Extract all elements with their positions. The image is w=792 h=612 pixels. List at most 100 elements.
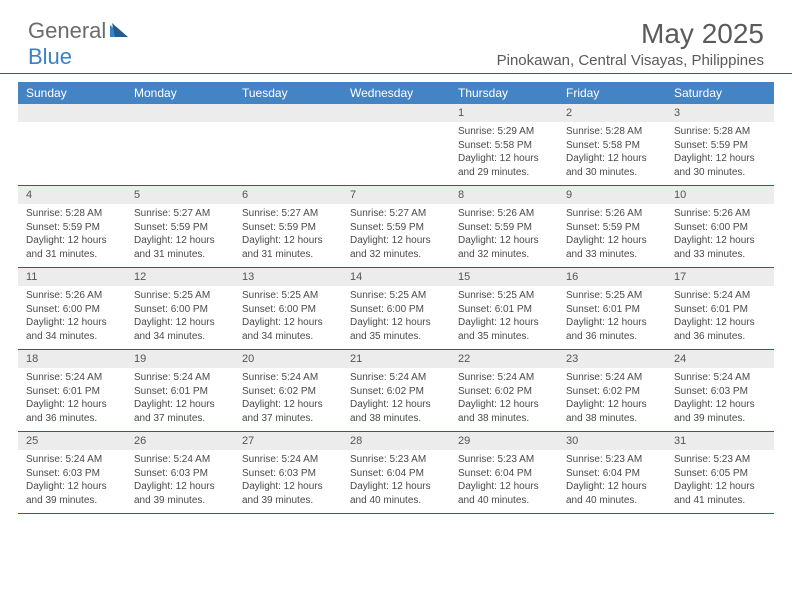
day-details: Sunrise: 5:24 AM Sunset: 6:03 PM Dayligh… [234,450,342,513]
day-details: Sunrise: 5:26 AM Sunset: 5:59 PM Dayligh… [558,204,666,267]
day-number: 8 [450,186,558,204]
logo-triangle-icon [110,21,132,42]
day-header-wed: Wednesday [342,82,450,104]
day-details: Sunrise: 5:29 AM Sunset: 5:58 PM Dayligh… [450,122,558,185]
day-details [234,122,342,185]
day-details: Sunrise: 5:24 AM Sunset: 6:01 PM Dayligh… [666,286,774,349]
day-details: Sunrise: 5:24 AM Sunset: 6:02 PM Dayligh… [342,368,450,431]
day-details: Sunrise: 5:27 AM Sunset: 5:59 PM Dayligh… [342,204,450,267]
day-number: 3 [666,104,774,122]
logo: General [28,18,134,44]
day-number [234,104,342,122]
day-number: 26 [126,432,234,450]
day-number: 31 [666,432,774,450]
day-number: 24 [666,350,774,368]
day-number: 25 [18,432,126,450]
day-details: Sunrise: 5:26 AM Sunset: 5:59 PM Dayligh… [450,204,558,267]
week-block: 45678910Sunrise: 5:28 AM Sunset: 5:59 PM… [18,186,774,268]
details-row: Sunrise: 5:26 AM Sunset: 6:00 PM Dayligh… [18,286,774,349]
daynum-row: 123 [18,104,774,122]
day-number: 18 [18,350,126,368]
day-details: Sunrise: 5:25 AM Sunset: 6:00 PM Dayligh… [234,286,342,349]
day-details: Sunrise: 5:25 AM Sunset: 6:01 PM Dayligh… [558,286,666,349]
week-block: 123Sunrise: 5:29 AM Sunset: 5:58 PM Dayl… [18,104,774,186]
day-number: 9 [558,186,666,204]
day-number: 4 [18,186,126,204]
details-row: Sunrise: 5:24 AM Sunset: 6:01 PM Dayligh… [18,368,774,431]
day-number: 23 [558,350,666,368]
day-details: Sunrise: 5:26 AM Sunset: 6:00 PM Dayligh… [18,286,126,349]
day-details: Sunrise: 5:28 AM Sunset: 5:59 PM Dayligh… [18,204,126,267]
daynum-row: 45678910 [18,186,774,204]
day-header-mon: Monday [126,82,234,104]
day-header-thu: Thursday [450,82,558,104]
daynum-row: 25262728293031 [18,432,774,450]
day-number: 22 [450,350,558,368]
logo-text-general: General [28,18,106,44]
day-details: Sunrise: 5:27 AM Sunset: 5:59 PM Dayligh… [234,204,342,267]
logo-text-blue: Blue [28,44,72,69]
day-number: 5 [126,186,234,204]
day-details: Sunrise: 5:26 AM Sunset: 6:00 PM Dayligh… [666,204,774,267]
day-number: 10 [666,186,774,204]
day-number: 27 [234,432,342,450]
day-details: Sunrise: 5:23 AM Sunset: 6:04 PM Dayligh… [558,450,666,513]
day-number: 30 [558,432,666,450]
day-details [18,122,126,185]
daynum-row: 11121314151617 [18,268,774,286]
day-details: Sunrise: 5:23 AM Sunset: 6:05 PM Dayligh… [666,450,774,513]
day-number: 2 [558,104,666,122]
day-details [342,122,450,185]
day-number: 14 [342,268,450,286]
day-details: Sunrise: 5:24 AM Sunset: 6:03 PM Dayligh… [666,368,774,431]
day-header-sat: Saturday [666,82,774,104]
day-details [126,122,234,185]
day-details: Sunrise: 5:25 AM Sunset: 6:00 PM Dayligh… [126,286,234,349]
day-details: Sunrise: 5:24 AM Sunset: 6:01 PM Dayligh… [126,368,234,431]
day-details: Sunrise: 5:24 AM Sunset: 6:03 PM Dayligh… [18,450,126,513]
location-subtitle: Pinokawan, Central Visayas, Philippines [497,52,764,69]
day-number [18,104,126,122]
day-details: Sunrise: 5:24 AM Sunset: 6:02 PM Dayligh… [234,368,342,431]
day-details: Sunrise: 5:24 AM Sunset: 6:03 PM Dayligh… [126,450,234,513]
week-block: 18192021222324Sunrise: 5:24 AM Sunset: 6… [18,350,774,432]
day-number: 17 [666,268,774,286]
day-number: 19 [126,350,234,368]
day-number: 28 [342,432,450,450]
title-block: May 2025 Pinokawan, Central Visayas, Phi… [497,18,764,69]
day-details: Sunrise: 5:23 AM Sunset: 6:04 PM Dayligh… [342,450,450,513]
day-number: 16 [558,268,666,286]
calendar-grid: Sunday Monday Tuesday Wednesday Thursday… [0,73,792,514]
day-number [342,104,450,122]
day-header-tue: Tuesday [234,82,342,104]
month-title: May 2025 [497,18,764,50]
day-number: 21 [342,350,450,368]
day-details: Sunrise: 5:28 AM Sunset: 5:59 PM Dayligh… [666,122,774,185]
day-number: 6 [234,186,342,204]
day-number: 11 [18,268,126,286]
day-details: Sunrise: 5:25 AM Sunset: 6:01 PM Dayligh… [450,286,558,349]
day-header-row: Sunday Monday Tuesday Wednesday Thursday… [18,82,774,104]
details-row: Sunrise: 5:29 AM Sunset: 5:58 PM Dayligh… [18,122,774,185]
day-number: 1 [450,104,558,122]
day-number [126,104,234,122]
day-number: 29 [450,432,558,450]
day-details: Sunrise: 5:28 AM Sunset: 5:58 PM Dayligh… [558,122,666,185]
week-block: 11121314151617Sunrise: 5:26 AM Sunset: 6… [18,268,774,350]
day-details: Sunrise: 5:24 AM Sunset: 6:01 PM Dayligh… [18,368,126,431]
day-header-sun: Sunday [18,82,126,104]
day-header-fri: Friday [558,82,666,104]
details-row: Sunrise: 5:24 AM Sunset: 6:03 PM Dayligh… [18,450,774,513]
details-row: Sunrise: 5:28 AM Sunset: 5:59 PM Dayligh… [18,204,774,267]
day-number: 13 [234,268,342,286]
day-number: 12 [126,268,234,286]
day-details: Sunrise: 5:24 AM Sunset: 6:02 PM Dayligh… [558,368,666,431]
day-details: Sunrise: 5:23 AM Sunset: 6:04 PM Dayligh… [450,450,558,513]
day-details: Sunrise: 5:27 AM Sunset: 5:59 PM Dayligh… [126,204,234,267]
day-number: 15 [450,268,558,286]
daynum-row: 18192021222324 [18,350,774,368]
day-number: 20 [234,350,342,368]
day-number: 7 [342,186,450,204]
week-block: 25262728293031Sunrise: 5:24 AM Sunset: 6… [18,432,774,514]
page-header: General May 2025 Pinokawan, Central Visa… [0,0,792,73]
